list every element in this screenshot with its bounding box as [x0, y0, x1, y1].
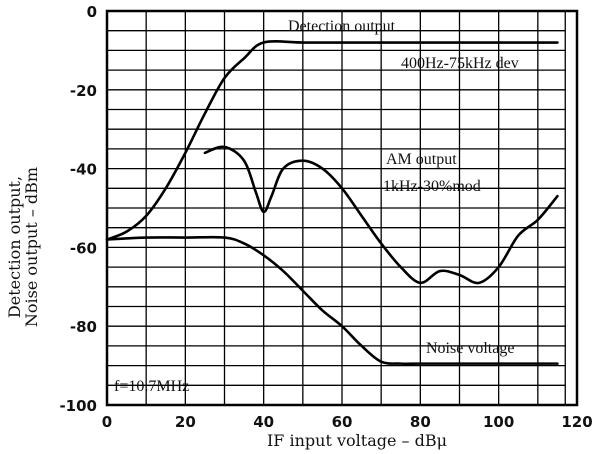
series-lines: [105, 40, 559, 366]
annotation-am-label: AM output: [386, 151, 457, 168]
y-tick-label: -80: [70, 318, 97, 336]
annotation-freq-label: f=10.7MHz: [114, 378, 189, 395]
series-line-noise-voltage: [105, 235, 559, 366]
y-axis-title-line2: Noise output – dBm: [22, 167, 41, 327]
x-tick-label: 20: [175, 413, 196, 431]
annotation-detection-condition: 400Hz-75kHz dev: [401, 55, 519, 72]
x-tick-label: 120: [561, 413, 592, 431]
x-tick-label: 100: [483, 413, 514, 431]
x-tick-label: 0: [102, 413, 112, 431]
x-tick-label: 60: [332, 413, 353, 431]
x-axis-title: IF input voltage – dBμ: [267, 431, 447, 450]
x-tick-label: 40: [253, 413, 274, 431]
y-tick-label: 0: [87, 3, 97, 21]
series-line-detection-output: [105, 40, 559, 241]
plot-frame: [105, 9, 579, 407]
y-tick-label: -40: [70, 161, 97, 179]
y-tick-label: -20: [70, 82, 97, 100]
annotation-am-condition: 1kHz-30%mod: [383, 178, 481, 195]
annotation-detection-label: Detection output: [288, 18, 396, 35]
y-axis-title-line1: Detection output,: [5, 176, 24, 318]
y-tick-label: -60: [70, 239, 97, 257]
series-line-am-output: [203, 145, 559, 285]
x-tick-label: 80: [410, 413, 431, 431]
y-tick-label: -100: [59, 397, 97, 415]
annotation-noise-label: Noise voltage: [426, 340, 514, 357]
tick-labels: 0 20 40 60 80 100 120 0 -20 -40 -60 -80 -100: [59, 3, 592, 431]
